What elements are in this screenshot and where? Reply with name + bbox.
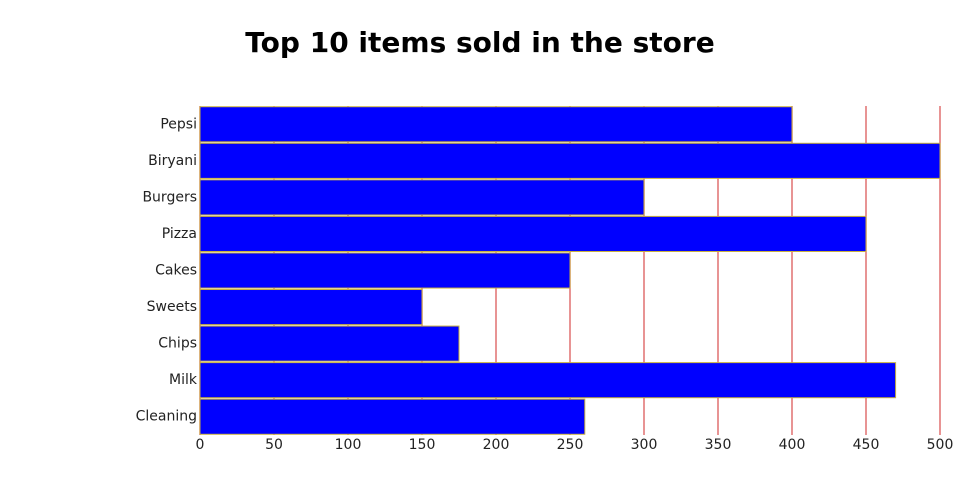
x-tick-label: 400 [779,437,806,453]
x-tick-label: 500 [927,437,954,453]
bar [199,142,941,179]
y-tick-label: Biryani [148,153,197,169]
bar [199,106,793,143]
bar [199,325,460,362]
x-tick-label: 50 [265,437,283,453]
y-tick-label: Pizza [162,226,197,242]
y-tick-label: Cleaning [136,409,197,425]
x-tick-label: 350 [705,437,732,453]
bar [199,179,645,216]
y-tick-label: Sweets [147,299,197,315]
y-tick-label: Cakes [155,263,197,279]
x-tick-label: 300 [631,437,658,453]
y-tick-label: Chips [158,336,197,352]
bar [199,252,571,289]
x-tick-label: 100 [335,437,362,453]
chart-title: Top 10 items sold in the store [245,26,714,59]
y-tick-label: Pepsi [160,116,197,132]
x-tick-label: 0 [196,437,205,453]
bar [199,362,897,399]
bar [199,289,423,326]
x-tick-label: 150 [409,437,436,453]
x-tick-label: 450 [853,437,880,453]
bar [199,215,867,252]
x-tick-label: 250 [557,437,584,453]
bar [199,398,586,435]
y-tick-label: Burgers [142,189,197,205]
x-tick-label: 200 [483,437,510,453]
y-tick-label: Milk [169,372,198,388]
